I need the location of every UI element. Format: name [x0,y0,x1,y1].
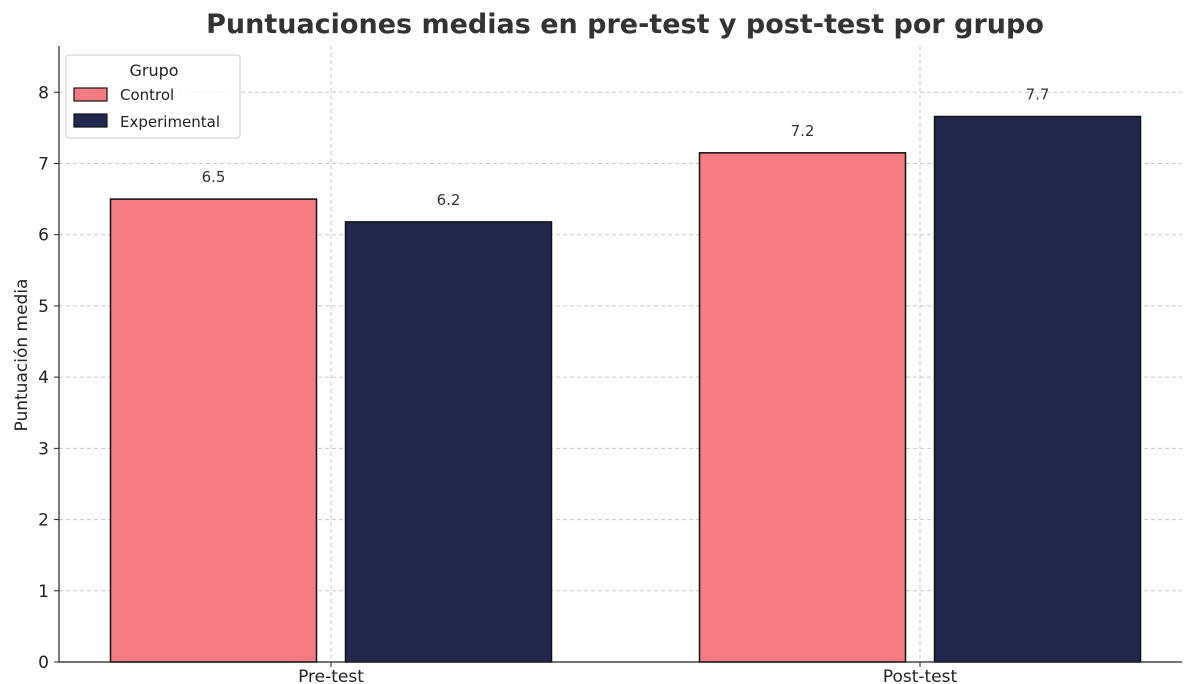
data-label: 6.2 [437,191,461,209]
y-tick-label: 0 [38,653,49,673]
y-tick-label: 4 [38,368,49,388]
chart-title: Puntuaciones medias en pre-test y post-t… [206,9,1044,40]
bar-control-pre-test [109,198,318,663]
y-tick-label: 7 [38,155,49,175]
legend: Grupo Control Experimental [65,54,241,139]
data-label: 7.7 [1026,86,1050,104]
x-axis-ticks: Pre-test Post-test [298,662,958,684]
legend-swatch-experimental [73,113,108,128]
data-label: 7.2 [791,122,815,140]
y-tick-label: 8 [38,83,49,103]
axes [58,46,1182,663]
y-tick-label: 3 [38,439,49,459]
y-tick-label: 1 [38,582,49,602]
y-axis-ticks: 0 1 2 3 4 5 6 7 8 [38,83,59,673]
legend-frame [65,54,241,139]
legend-label-experimental: Experimental [120,113,220,131]
legend-swatch-control [73,87,108,102]
y-tick-label: 6 [38,226,49,246]
data-label: 6.5 [202,168,226,186]
legend-label-control: Control [120,86,174,104]
bar-experimental-post-test [933,115,1142,663]
bar-control-post-test [698,152,907,663]
legend-title: Grupo [129,61,178,80]
y-tick-label: 5 [38,297,49,317]
data-labels: 6.5 7.2 6.2 7.7 [202,86,1050,209]
bars [109,115,1142,663]
bar-experimental-pre-test [344,221,553,663]
x-tick-label: Pre-test [298,667,364,684]
y-axis-label: Puntuación media [12,279,32,432]
x-tick-label: Post-test [883,667,958,684]
grid [59,46,1182,662]
y-tick-label: 2 [38,511,49,531]
